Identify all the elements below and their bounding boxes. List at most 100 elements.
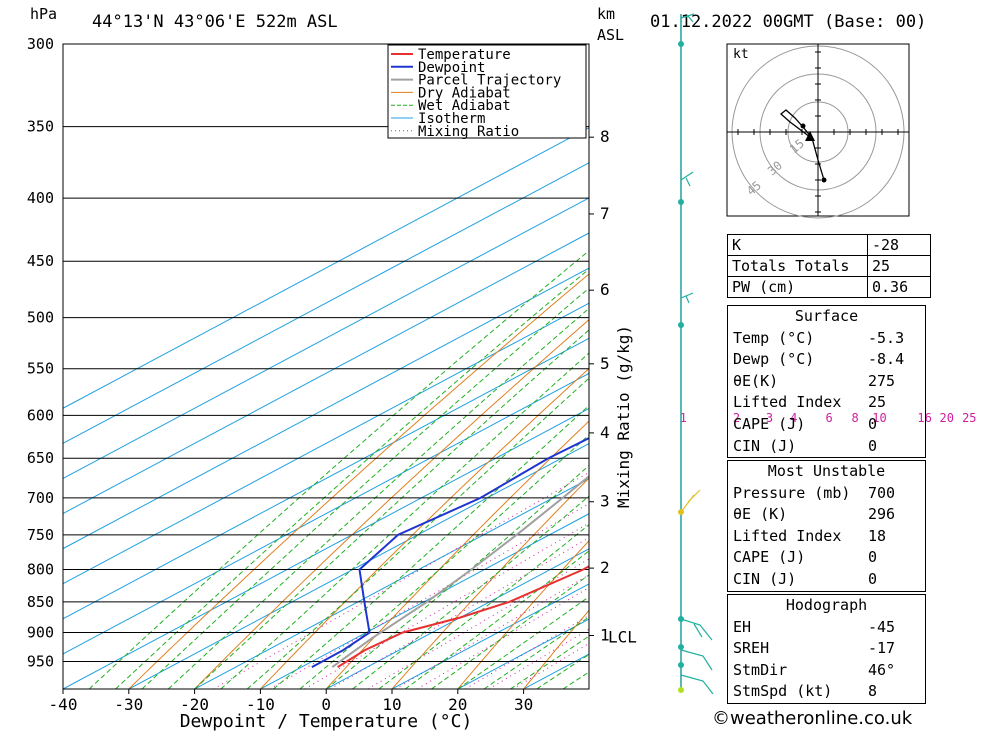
km-unit-label: km [597, 5, 616, 23]
pressure-tick-label: 400 [27, 189, 54, 207]
row-value: 46° [868, 660, 896, 679]
legend-entry: Mixing Ratio [418, 124, 519, 140]
dry-adiabat-line [128, 273, 589, 689]
row-label: EH [733, 617, 752, 636]
dry-adiabat-line [970, 7, 1000, 715]
mu-row: Lifted Index 18 [728, 526, 925, 548]
isotherm-line [63, 127, 589, 409]
x-tick-label: -30 [114, 695, 143, 714]
copyright-link[interactable]: ©weatheronline.co.uk [712, 708, 913, 729]
legend-entry: Parcel Trajectory [418, 73, 561, 89]
km-tick-label: 7 [600, 204, 610, 223]
pressure-tick-label: 950 [27, 653, 54, 671]
wet-adiabat-line [404, 550, 589, 689]
wet-adiabat-line [141, 287, 589, 689]
row-label: CAPE (J) [733, 548, 806, 567]
dry-adiabat-line [259, 367, 589, 689]
row-value: -17 [868, 639, 896, 658]
mixing-ratio-label: 20 [940, 411, 954, 425]
index-label: K [727, 234, 868, 256]
legend-entry: Wet Adiabat [418, 98, 511, 114]
isotherm-line [325, 548, 589, 689]
asl-unit-label: ASL [597, 26, 625, 44]
mixing-ratio-label: 8 [852, 411, 859, 425]
hpa-unit-label: hPa [30, 5, 58, 23]
isotherm-line [63, 232, 589, 515]
pressure-tick-label: 550 [27, 360, 54, 378]
mixing-ratio-label: 1 [680, 411, 687, 425]
wind-barb-icon [680, 618, 713, 641]
wind-level-marker [678, 662, 684, 668]
mixing-ratio-line [329, 537, 589, 689]
pressure-tick-label: 450 [27, 252, 54, 270]
row-value: 296 [868, 505, 896, 524]
wind-barb-icon [680, 649, 713, 671]
km-tick-label: 6 [600, 280, 610, 299]
pressure-tick-label: 850 [27, 593, 54, 611]
pressure-tick-label: 350 [27, 118, 54, 136]
km-tick-label: 3 [600, 492, 610, 511]
surface-title: Surface [794, 307, 859, 325]
isotherm-line [63, 197, 589, 480]
isotherm-line [63, 162, 589, 444]
index-value: -28 [867, 234, 931, 256]
index-row-k: K -28 [727, 234, 931, 256]
row-value: -8.4 [868, 350, 905, 369]
row-value: 8 [868, 682, 878, 701]
wet-adiabat-line [246, 377, 589, 689]
km-tick-label: 1 [600, 626, 610, 645]
mu-row: CAPE (J) 0 [728, 547, 925, 569]
wet-adiabat-line [194, 329, 589, 689]
x-tick-label: 10 [382, 695, 401, 714]
wind-barb-icon [680, 292, 694, 304]
surface-box: Surface Temp (°C) -5.3 Dewp (°C) -8.4 θE(K… [727, 305, 926, 458]
dry-adiabat-line [193, 319, 589, 689]
row-label: CAPE (J) [733, 414, 806, 433]
pressure-tick-label: 300 [27, 35, 54, 53]
hodograph-trace [779, 109, 825, 181]
index-label: Totals Totals [727, 255, 868, 277]
legend-entry: Dewpoint [418, 60, 485, 76]
mixing-ratio-label: 10 [872, 411, 886, 425]
surface-row: CAPE (J) 0 [728, 414, 925, 436]
most-unstable-title: Most Unstable [767, 462, 886, 480]
surface-row: Dewp (°C) -8.4 [728, 349, 925, 371]
row-label: StmSpd (kt) [733, 682, 833, 701]
wet-adiabat-line [273, 404, 589, 689]
km-tick-label: 8 [600, 127, 610, 146]
legend-entry: Isotherm [418, 111, 485, 127]
wind-level-marker [678, 41, 684, 47]
pressure-tick-label: 800 [27, 560, 54, 578]
surface-row: θE(K) 275 [728, 371, 925, 393]
hodo-row: StmDir 46° [728, 660, 925, 682]
row-value: 0 [868, 569, 878, 588]
pressure-tick-label: 500 [27, 309, 54, 327]
isotherm-line [127, 442, 589, 689]
row-value: -45 [868, 617, 896, 636]
row-label: CIN (J) [733, 569, 797, 588]
index-value: 25 [867, 255, 931, 277]
wet-adiabat-line [483, 616, 589, 689]
wind-barb-icon [680, 489, 701, 513]
wet-adiabat-line [299, 434, 589, 689]
isotherm-line [63, 407, 589, 689]
row-label: StmDir [733, 660, 788, 679]
wet-adiabat-line [325, 464, 589, 689]
isotherm-line [390, 583, 589, 689]
row-value: 25 [868, 393, 887, 412]
index-row-pw: PW (cm) 0.36 [727, 276, 931, 298]
row-value: 0 [868, 548, 878, 567]
most-unstable-box: Most Unstable Pressure (mb) 700 θE (K) 296… [727, 460, 926, 592]
surface-row: Lifted Index 25 [728, 392, 925, 414]
pressure-tick-label: 600 [27, 406, 54, 424]
parcel-trajectory [331, 474, 589, 668]
row-label: Lifted Index [733, 393, 842, 412]
wet-adiabat-line [220, 352, 589, 689]
x-tick-label: -10 [246, 695, 275, 714]
dry-adiabat-line [391, 477, 589, 689]
hodograph-point [821, 177, 827, 183]
mixing-ratio-label: 4 [790, 411, 797, 425]
row-value: 0 [868, 436, 878, 455]
mixing-ratio-label: 16 [917, 411, 931, 425]
lcl-label: LCL [608, 627, 637, 646]
